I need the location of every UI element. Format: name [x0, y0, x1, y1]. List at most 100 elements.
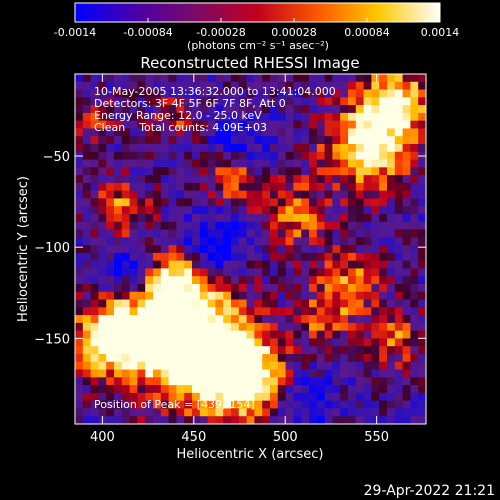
heatmap-cell [262, 182, 271, 192]
heatmap-cell [106, 322, 115, 332]
heatmap-cell [199, 175, 209, 184]
heatmap-cell [238, 89, 248, 98]
heatmap-cell [246, 330, 255, 340]
heatmap-cell [90, 182, 99, 192]
heatmap-cell [254, 182, 263, 192]
heatmap-cell [145, 315, 154, 324]
heatmap-cell [293, 369, 302, 378]
heatmap-cell [176, 112, 185, 122]
heatmap-cell [238, 307, 248, 316]
heatmap-cell [114, 206, 123, 215]
heatmap-cell [254, 190, 263, 200]
heatmap-cell [410, 120, 419, 130]
heatmap-cell [246, 385, 255, 394]
heatmap-cell [207, 128, 216, 137]
heatmap-cell [160, 151, 170, 161]
heatmap-cell [309, 128, 318, 137]
heatmap-cell [129, 214, 138, 223]
heatmap-cell [199, 120, 209, 130]
heatmap-cell [192, 221, 201, 231]
heatmap-cell [410, 167, 419, 176]
heatmap-cell [262, 206, 271, 215]
heatmap-cell [199, 81, 209, 91]
heatmap-cell [285, 307, 294, 316]
heatmap-cell [121, 284, 131, 293]
x-axis-ticks: 400 450 500 550 [90, 74, 389, 445]
heatmap-cell [82, 182, 92, 192]
heatmap-cell [192, 268, 201, 277]
heatmap-cell [355, 128, 365, 137]
heatmap-cell [160, 237, 170, 246]
heatmap-cell [340, 338, 349, 347]
heatmap-cell [98, 268, 107, 277]
heatmap-cell [379, 385, 388, 394]
heatmap-cell [238, 392, 248, 402]
heatmap-cell [82, 338, 92, 347]
heatmap-cell [254, 120, 263, 130]
heatmap-cell [137, 307, 146, 316]
heatmap-cell [98, 260, 107, 270]
heatmap-cell [316, 338, 326, 347]
heatmap-cell [332, 260, 341, 270]
heatmap-cell [168, 377, 177, 386]
heatmap-cell [75, 400, 84, 410]
heatmap-cell [176, 221, 185, 231]
heatmap-cell [246, 291, 255, 301]
heatmap-cell [231, 237, 240, 246]
heatmap-cell [418, 291, 426, 301]
heatmap-cell [145, 182, 154, 192]
heatmap-cell [387, 74, 396, 83]
heatmap-cell [231, 346, 240, 355]
heatmap-cell [238, 112, 248, 122]
heatmap-cell [379, 112, 388, 122]
heatmap-cell [215, 74, 224, 83]
heatmap-cell [215, 416, 224, 424]
heatmap-cell [262, 120, 271, 130]
heatmap-cell [153, 229, 162, 238]
heatmap-cell [184, 214, 193, 223]
heatmap-cell [316, 299, 326, 308]
heatmap-cell [238, 214, 248, 223]
heatmap-cell [75, 416, 84, 424]
heatmap-cell [207, 144, 216, 153]
heatmap-cell [153, 276, 162, 285]
heatmap-cell [309, 151, 318, 161]
heatmap-cell [285, 276, 294, 285]
heatmap-cell [215, 81, 224, 91]
heatmap-cell [301, 221, 310, 231]
heatmap-cell [316, 214, 326, 223]
heatmap-cell [418, 392, 426, 402]
heatmap-cell [184, 245, 193, 254]
heatmap-cell [137, 74, 146, 83]
heatmap-cell [277, 385, 287, 394]
heatmap-cell [371, 81, 380, 91]
heatmap-cell [199, 74, 209, 83]
heatmap-cell [215, 136, 224, 145]
heatmap-cell [270, 276, 279, 285]
heatmap-cell [75, 159, 84, 168]
heatmap-cell [145, 377, 154, 386]
heatmap-cell [418, 190, 426, 200]
heatmap-cell [371, 322, 380, 332]
heatmap-cell [301, 330, 310, 340]
heatmap-cell [176, 206, 185, 215]
heatmap-cell [316, 128, 326, 137]
heatmap-cell [277, 260, 287, 270]
heatmap-cell [246, 105, 255, 114]
heatmap-cell [98, 377, 107, 386]
heatmap-cell [153, 182, 162, 192]
heatmap-cell [394, 112, 404, 122]
heatmap-cell [402, 416, 411, 424]
heatmap-cell [145, 276, 154, 285]
heatmap-cell [121, 167, 131, 176]
heatmap-cell [285, 182, 294, 192]
heatmap-cell [348, 299, 357, 308]
heatmap-cell [192, 167, 201, 176]
heatmap-cell [82, 330, 92, 340]
heatmap-cell [324, 237, 333, 246]
heatmap-cell [332, 291, 341, 301]
heatmap-cell [106, 330, 115, 340]
heatmap-cell [293, 214, 302, 223]
heatmap-cell [363, 128, 372, 137]
heatmap-cell [199, 144, 209, 153]
